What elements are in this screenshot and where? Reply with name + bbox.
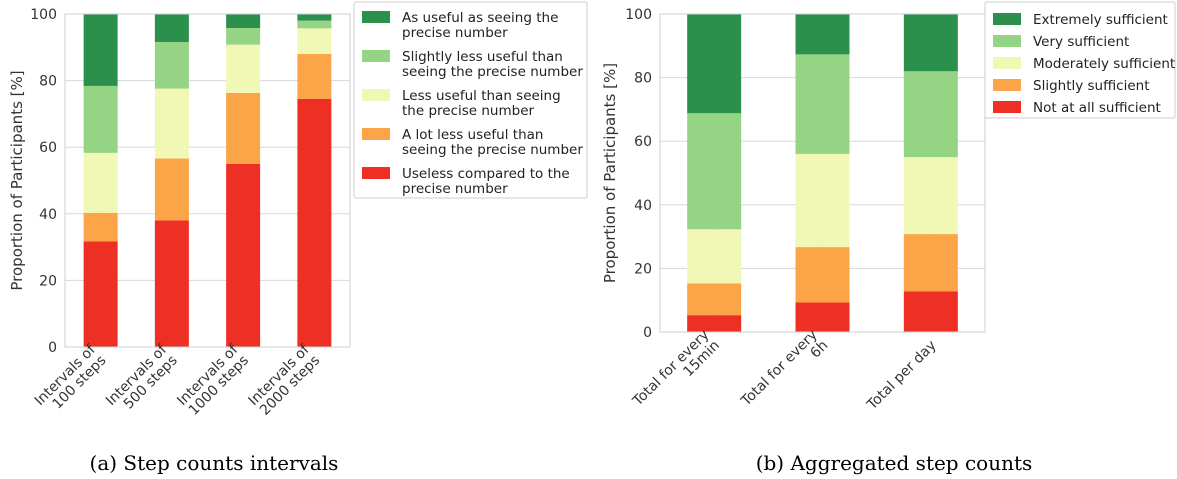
bar-segment: [903, 291, 958, 332]
chart-b: 0 20 40 60 80 100 Proportion of Participants […: [601, 1, 1176, 475]
bar-segment: [154, 41, 189, 89]
y-tick-label: 80: [634, 71, 652, 87]
x-tick-label: Total per day: [864, 338, 940, 414]
y-tick-label: 40: [39, 207, 57, 223]
bar-segment: [83, 85, 118, 153]
bar-segment: [226, 27, 261, 45]
bar-segment: [154, 14, 189, 42]
y-tick-label: 20: [634, 261, 652, 277]
figure-caption: (a) Step counts intervals: [90, 451, 339, 475]
legend-label: Very sufficient: [1033, 34, 1129, 50]
bar-segment: [83, 152, 118, 213]
bar-segment: [226, 92, 261, 164]
bar-segment: [83, 212, 118, 242]
x-tick-label: Intervals of2000 steps: [246, 341, 324, 419]
legend-swatch: [362, 11, 390, 23]
plot-frame: [64, 13, 351, 348]
bar-segment: [154, 158, 189, 221]
y-tick-label: 100: [625, 7, 652, 23]
plot-frame: [659, 13, 986, 333]
legend-swatch: [362, 128, 390, 140]
legend-swatch: [993, 13, 1021, 25]
bar-segment: [297, 28, 332, 54]
bar-segment: [903, 234, 958, 292]
bar-segment: [687, 113, 742, 230]
x-tick-label: Total for every6h: [738, 327, 832, 421]
bar-segment: [226, 163, 261, 347]
legend-label: Moderately sufficient: [1033, 56, 1175, 72]
y-axis-label: Proportion of Participants [%]: [8, 70, 26, 290]
bar-segment: [795, 302, 850, 332]
legend-label: Not at all sufficient: [1033, 100, 1161, 116]
bar-segment: [297, 98, 332, 347]
bar-segment: [297, 53, 332, 99]
bar-segment: [687, 14, 742, 114]
y-tick-label: 60: [634, 134, 652, 150]
bar-segment: [83, 241, 118, 347]
y-axis-label: Proportion of Participants [%]: [601, 63, 619, 283]
x-tick-label: Intervals of100 steps: [32, 341, 110, 419]
legend-label: A lot less useful than seeing the precise…: [402, 127, 583, 158]
chart-a: 0 20 40 60 80 100 Proportion of Participants […: [8, 1, 588, 475]
legend-swatch: [993, 57, 1021, 69]
bar-segment: [903, 14, 958, 72]
y-tick-label: 20: [39, 273, 57, 289]
bar-segment: [795, 247, 850, 303]
bar-segment: [795, 153, 850, 248]
legend: As useful as seeing the precise number Sli…: [353, 1, 588, 199]
bar-segment: [154, 220, 189, 347]
y-tick-label: 100: [30, 7, 57, 23]
legend-label: As useful as seeing the precise number: [402, 10, 558, 41]
y-tick-label: 0: [48, 340, 57, 356]
y-tick-label: 60: [39, 140, 57, 156]
legend-label: Less useful than seeing the precise numbe…: [402, 88, 561, 119]
bar-segment: [226, 44, 261, 93]
y-tick-label: 80: [39, 74, 57, 90]
bar-segment: [297, 14, 332, 21]
legend-swatch: [993, 79, 1021, 91]
bar-segment: [687, 283, 742, 316]
bar-segment: [795, 14, 850, 55]
x-tick-label: Intervals of1000 steps: [174, 341, 252, 419]
bar-segment: [687, 229, 742, 284]
legend-label: Useless compared to the precise number: [402, 166, 570, 197]
x-tick-label: Intervals of500 steps: [103, 341, 181, 419]
legend-swatch: [993, 101, 1021, 113]
bar-segment: [795, 54, 850, 154]
legend: Extremely sufficient Very sufficient Moder…: [984, 1, 1176, 119]
legend-swatch: [362, 167, 390, 179]
bar-segment: [83, 14, 118, 86]
bar-segment: [297, 20, 332, 29]
bar-segment: [226, 14, 261, 28]
bar-segment: [903, 71, 958, 158]
legend-swatch: [362, 50, 390, 62]
legend-label: Slightly less useful than seeing the prec…: [402, 49, 583, 80]
y-tick-label: 40: [634, 198, 652, 214]
legend-box: [984, 1, 1176, 119]
bar-segment: [903, 157, 958, 235]
legend-label: Slightly sufficient: [1033, 78, 1150, 94]
legend-swatch: [993, 35, 1021, 47]
y-tick-label: 0: [643, 325, 652, 341]
legend-swatch: [362, 89, 390, 101]
bar-segment: [154, 88, 189, 159]
figure-caption: (b) Aggregated step counts: [756, 451, 1033, 475]
bar-segment: [687, 315, 742, 332]
legend-label: Extremely sufficient: [1033, 12, 1168, 28]
legend-box: [353, 1, 588, 199]
